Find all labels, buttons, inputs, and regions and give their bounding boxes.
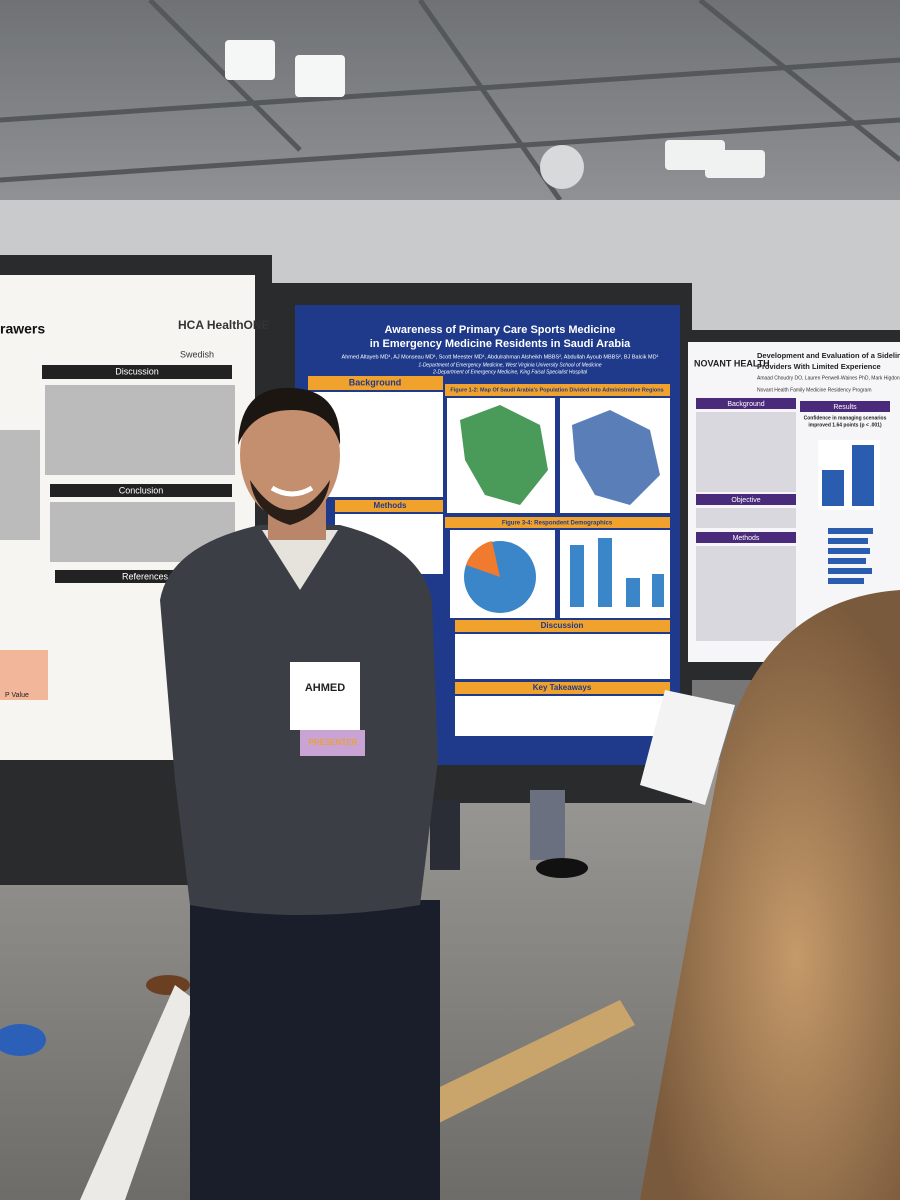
section-header (50, 484, 232, 497)
ceiling-light (705, 150, 765, 178)
section-header (445, 517, 670, 528)
vent (540, 145, 584, 189)
text-block (455, 696, 670, 736)
foreground-hair (640, 590, 900, 1200)
handout (640, 690, 735, 805)
pie-slice (466, 541, 500, 577)
poster-title: Development and Evaluation of a Sideline… (757, 351, 900, 360)
table-highlight (0, 650, 48, 700)
poster-title: in Emergency Medicine Residents in Saudi… (370, 338, 631, 350)
poster-authors: Amaad Choudry DO, Lauren Penwell-Waines … (757, 375, 900, 381)
result-text: Confidence in managing scenarios (804, 415, 887, 421)
program: Novant Health Family Medicine Residency … (757, 387, 872, 393)
text-block (696, 412, 796, 492)
section-title: Discussion (541, 621, 584, 630)
affiliation: 2-Department of Emergency Medicine, King… (432, 369, 588, 375)
map (572, 410, 660, 505)
section-header (696, 494, 796, 505)
brand: NOVANT HEALTH (694, 358, 770, 368)
hbars (828, 528, 873, 584)
text-block (696, 508, 796, 528)
section-title: Methods (374, 501, 407, 510)
bar (822, 470, 844, 506)
stand (80, 985, 195, 1200)
ceiling-light (225, 40, 275, 80)
section-title: Conclusion (119, 485, 164, 495)
bar (852, 445, 874, 506)
section-title: Key Takeaways (533, 683, 592, 692)
section-header (445, 384, 670, 396)
section-title: Objective (731, 497, 760, 504)
text-block (696, 546, 796, 641)
section-title: Figure 3-4: Respondent Demographics (502, 521, 613, 527)
badge-name: AHMED (305, 682, 345, 694)
affiliation: 1-Department of Emergency Medicine, West… (418, 362, 601, 368)
smile (270, 485, 314, 497)
section-header (696, 532, 796, 543)
logo-sub: Swedish (180, 349, 214, 359)
poster-title: rawers (0, 321, 45, 337)
ribbon-text: PRESENTER (309, 738, 358, 747)
background-person (430, 800, 460, 870)
section-title: Discussion (115, 366, 159, 376)
poster-title: Providers With Limited Experience (757, 362, 881, 371)
logo: HCA HealthONE (178, 318, 270, 332)
poster-title: Awareness of Primary Care Sports Medicin… (385, 324, 616, 336)
poster-authors: Ahmed Altayeb MD¹, AJ Monseau MD¹, Scott… (342, 354, 659, 360)
shoe (0, 1024, 46, 1056)
section-header (455, 620, 670, 632)
background-person (530, 790, 565, 860)
collar (262, 530, 338, 590)
section-header (308, 376, 443, 390)
bars (570, 538, 664, 607)
section-title: Background (349, 377, 402, 387)
section-header (42, 365, 232, 379)
pants (190, 900, 440, 1200)
section-title: Methods (733, 535, 760, 542)
beard (250, 480, 330, 525)
shoe (536, 858, 588, 878)
trusses (0, 0, 900, 202)
result-text: improved 1.64 points (p < .001) (808, 422, 882, 428)
ceiling-light (295, 55, 345, 97)
map (460, 405, 548, 505)
hair (238, 387, 341, 445)
section-header (800, 401, 890, 412)
badge (290, 662, 360, 730)
section-title: References (122, 571, 169, 581)
table-header: P Value (5, 692, 29, 699)
ribbon (300, 730, 365, 756)
section-header (696, 398, 796, 409)
section-header (335, 500, 443, 512)
section-title: Background (727, 401, 764, 408)
text-block (455, 634, 670, 679)
face (240, 390, 340, 520)
section-title: Results (833, 404, 857, 411)
section-title: Figure 1-2: Map Of Saudi Arabia's Popula… (450, 387, 663, 393)
section-header (455, 682, 670, 694)
